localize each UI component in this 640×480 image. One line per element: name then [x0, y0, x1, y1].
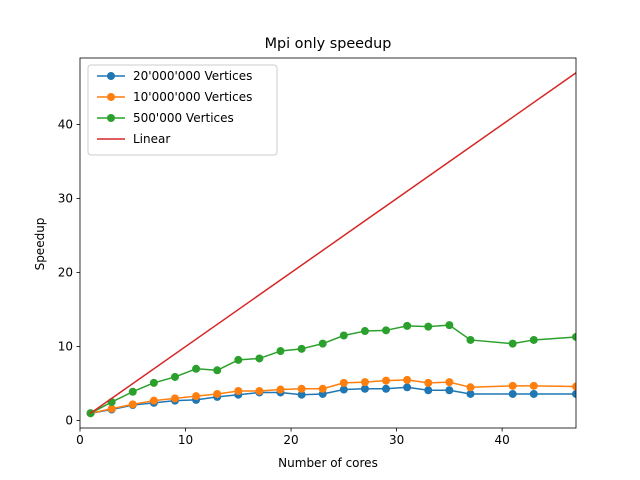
- data-point: [318, 339, 327, 348]
- data-point: [234, 387, 243, 395]
- data-point: [255, 354, 264, 363]
- data-point: [276, 385, 285, 394]
- series-line-0: [89, 386, 576, 415]
- data-point: [529, 389, 538, 398]
- data-point: [424, 386, 433, 395]
- data-point: [382, 326, 391, 335]
- legend-label: 10'000'000 Vertices: [133, 90, 252, 104]
- data-point: [424, 322, 433, 331]
- legend-marker: [107, 114, 115, 122]
- x-tick-label: 40: [494, 433, 509, 447]
- legend-label: 20'000'000 Vertices: [133, 69, 252, 83]
- y-tick-label: 20: [58, 266, 73, 280]
- data-point: [403, 321, 412, 330]
- data-point: [508, 339, 517, 348]
- x-tick-label: 10: [178, 433, 193, 447]
- axes-frame: [79, 57, 577, 429]
- data-point: [572, 382, 576, 391]
- legend: 20'000'000 Vertices 10'000'000 Vertices 50…: [87, 64, 278, 156]
- legend-label: Linear: [133, 132, 170, 146]
- data-point: [382, 384, 391, 393]
- data-point: [297, 390, 306, 399]
- data-point: [192, 392, 201, 401]
- data-point: [360, 378, 369, 387]
- chart-title: Mpi only speedup: [265, 36, 392, 52]
- x-tick-label: 0: [76, 433, 84, 447]
- data-point: [466, 389, 475, 398]
- y-tick-label: 0: [65, 414, 73, 428]
- legend-label: 500'000 Vertices: [133, 111, 234, 125]
- series-group: [86, 71, 576, 418]
- data-point: [234, 355, 243, 364]
- data-point: [572, 389, 576, 398]
- data-point: [466, 383, 475, 392]
- data-point: [403, 375, 412, 384]
- y-tick-label: 30: [58, 192, 73, 206]
- data-point: [445, 386, 454, 395]
- data-point: [339, 385, 348, 394]
- data-point: [128, 387, 137, 396]
- data-point: [255, 387, 264, 395]
- y-axis-label: Speedup: [33, 218, 47, 271]
- y-tick-label: 40: [58, 118, 73, 132]
- series-line-1: [89, 379, 576, 415]
- data-point: [339, 331, 348, 340]
- data-point: [529, 335, 538, 344]
- data-point: [213, 366, 222, 375]
- plot-area: [86, 71, 576, 418]
- legend-box: [87, 64, 278, 156]
- data-point: [170, 372, 179, 381]
- data-point: [508, 389, 517, 398]
- x-tick-label: 20: [283, 433, 298, 447]
- x-axis-label: Number of cores: [278, 456, 378, 470]
- data-point: [466, 335, 475, 344]
- series-line-3: [89, 71, 576, 415]
- data-point: [382, 376, 391, 385]
- legend-marker: [107, 72, 115, 80]
- y-tick-label: 10: [58, 340, 73, 354]
- data-point: [213, 389, 222, 398]
- data-point: [403, 383, 412, 392]
- data-point: [107, 404, 116, 413]
- data-point: [318, 384, 327, 393]
- data-point: [572, 332, 576, 341]
- data-point: [297, 344, 306, 353]
- data-point: [424, 378, 433, 387]
- legend-marker: [107, 93, 115, 101]
- data-point: [508, 381, 517, 390]
- data-point: [128, 400, 137, 409]
- data-point: [360, 384, 369, 393]
- data-point: [297, 384, 306, 393]
- data-point: [170, 394, 179, 403]
- data-point: [339, 378, 348, 387]
- data-point: [192, 364, 201, 373]
- series-line-2: [89, 324, 576, 415]
- data-point: [445, 378, 454, 387]
- data-point: [149, 396, 158, 405]
- data-point: [529, 381, 538, 390]
- data-point: [276, 347, 285, 356]
- data-point: [149, 378, 158, 387]
- x-tick-label: 30: [389, 433, 404, 447]
- data-point: [445, 321, 454, 330]
- axes: 0 10 20 30 40 0 10 20 30 40: [58, 57, 577, 447]
- data-point: [360, 327, 369, 336]
